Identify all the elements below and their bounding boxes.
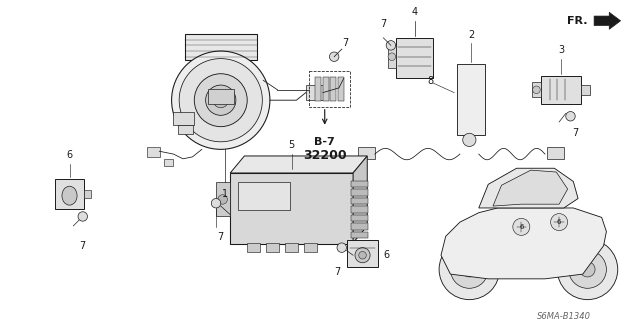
Bar	[216, 182, 230, 216]
Bar	[351, 215, 368, 221]
Bar	[338, 77, 344, 101]
Text: 7: 7	[79, 241, 86, 251]
Text: 32200: 32200	[303, 149, 346, 162]
Text: 7: 7	[334, 267, 340, 277]
Circle shape	[386, 41, 396, 50]
Text: 7: 7	[218, 232, 224, 241]
Bar	[304, 243, 317, 252]
Bar	[238, 182, 290, 210]
Circle shape	[513, 218, 530, 235]
Circle shape	[211, 198, 221, 208]
Bar	[358, 147, 375, 159]
Text: B-7: B-7	[314, 137, 335, 147]
Circle shape	[330, 52, 339, 62]
Bar	[351, 232, 368, 238]
Text: S6MA-B1340: S6MA-B1340	[537, 312, 591, 319]
Bar	[173, 112, 195, 125]
Text: 5: 5	[289, 140, 295, 150]
Circle shape	[179, 59, 262, 142]
Text: 7: 7	[342, 39, 349, 48]
Circle shape	[580, 262, 595, 277]
Circle shape	[213, 93, 228, 108]
Bar	[316, 77, 321, 101]
Bar	[388, 45, 396, 68]
Text: 2: 2	[468, 30, 474, 40]
Bar	[351, 181, 368, 187]
Text: 7: 7	[380, 19, 387, 29]
Circle shape	[172, 51, 270, 149]
Circle shape	[218, 195, 227, 204]
Polygon shape	[230, 156, 367, 173]
Bar	[178, 125, 193, 134]
Circle shape	[557, 239, 618, 300]
Text: FR.: FR.	[567, 16, 588, 26]
Bar	[330, 77, 336, 101]
FancyBboxPatch shape	[396, 38, 433, 78]
Polygon shape	[353, 156, 367, 243]
FancyBboxPatch shape	[230, 173, 353, 244]
Bar	[306, 85, 323, 100]
Circle shape	[568, 250, 607, 288]
FancyBboxPatch shape	[55, 179, 84, 209]
Bar	[547, 147, 564, 159]
Bar	[581, 85, 590, 94]
Text: 7: 7	[572, 128, 579, 138]
Circle shape	[566, 112, 575, 121]
Circle shape	[451, 250, 488, 288]
Circle shape	[195, 74, 247, 127]
Bar	[207, 89, 234, 104]
Polygon shape	[479, 168, 578, 208]
Bar	[351, 197, 368, 204]
Circle shape	[439, 239, 500, 300]
Bar	[247, 243, 260, 252]
Bar	[164, 159, 173, 167]
Circle shape	[359, 251, 366, 259]
Bar	[457, 64, 485, 135]
Bar	[351, 189, 368, 196]
FancyBboxPatch shape	[541, 76, 581, 104]
Circle shape	[78, 212, 88, 221]
Circle shape	[463, 133, 476, 146]
Text: 8: 8	[428, 76, 434, 86]
FancyBboxPatch shape	[348, 240, 378, 267]
FancyBboxPatch shape	[185, 34, 257, 61]
Text: 6: 6	[557, 219, 561, 225]
Polygon shape	[594, 12, 621, 29]
Bar	[285, 243, 298, 252]
Text: 6: 6	[519, 224, 524, 230]
Circle shape	[532, 86, 540, 93]
Bar	[351, 223, 368, 230]
Circle shape	[462, 262, 477, 277]
Text: 6: 6	[67, 150, 72, 160]
Bar	[266, 243, 279, 252]
Circle shape	[550, 214, 568, 231]
Circle shape	[337, 243, 346, 252]
Text: 1: 1	[223, 189, 228, 199]
Bar	[532, 82, 541, 97]
Text: 6: 6	[383, 250, 390, 260]
Circle shape	[205, 85, 236, 115]
Bar	[323, 77, 328, 101]
Circle shape	[388, 53, 396, 61]
Circle shape	[355, 248, 370, 263]
Text: 3: 3	[558, 45, 564, 55]
Bar	[84, 190, 92, 197]
Ellipse shape	[62, 186, 77, 205]
Text: 4: 4	[412, 7, 417, 17]
Polygon shape	[441, 208, 607, 279]
Bar	[351, 206, 368, 213]
Polygon shape	[493, 170, 568, 206]
Bar	[308, 71, 350, 107]
Bar	[147, 147, 160, 157]
